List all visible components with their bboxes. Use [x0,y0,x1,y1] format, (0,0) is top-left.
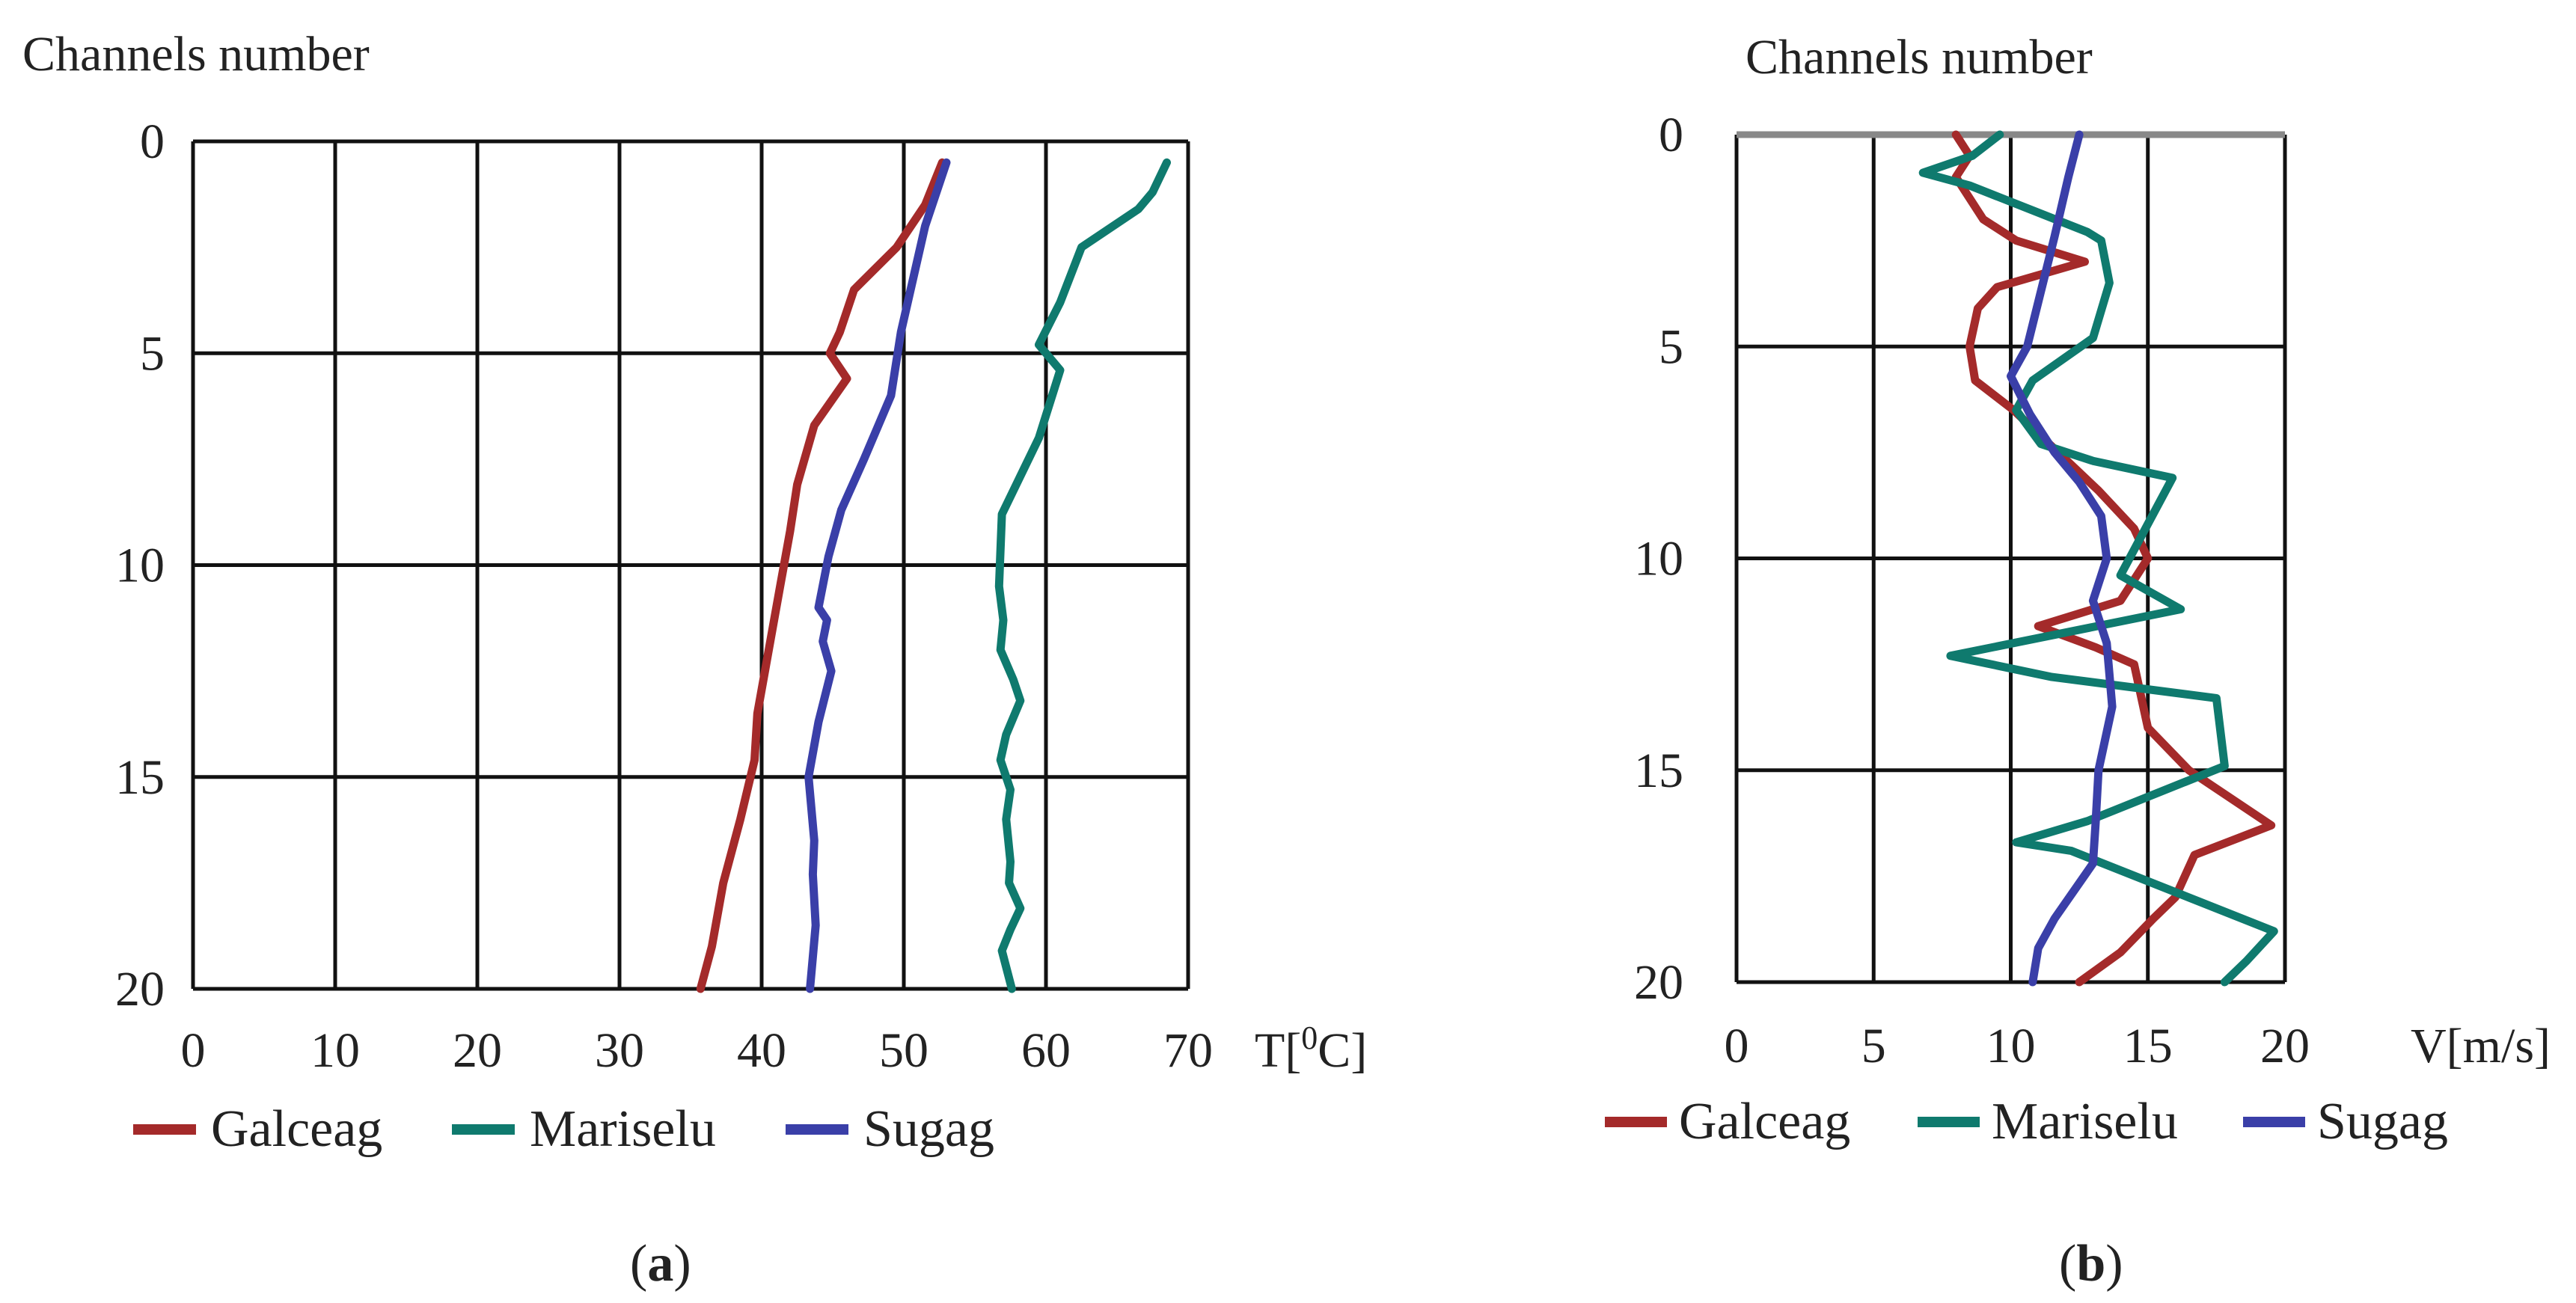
panel-b-legend: Galceag Mariselu Sugag [1605,1093,2448,1150]
x-tick-label-60: 60 [1021,1023,1071,1078]
series-line-sugag [2007,130,2117,987]
panel-b-label: (b) [2059,1235,2123,1293]
x-tick-label-30: 30 [595,1023,644,1078]
x-tick-label-40: 40 [737,1023,786,1078]
panel-b-label-letter: b [2076,1235,2105,1293]
x-tick-label-5: 5 [1861,1019,1886,1073]
panel-a-series [696,158,1171,993]
series-line-mariselu [1918,130,2278,987]
panel-b-y-axis-title: Channels number [1746,30,2093,85]
x-tick-label-0: 0 [1725,1019,1749,1073]
panel-b-series [1918,130,2278,987]
panel-a-x-unit-label-prefix: T[ [1255,1023,1301,1078]
panel-a-tick-labels: 0 10 20 30 40 50 60 70 0 5 10 15 20 [115,114,1213,1078]
legend-label-galceag: Galceag [1679,1093,1850,1150]
panel-a-label-letter: a [647,1235,673,1293]
legend-label-mariselu: Mariselu [530,1100,716,1158]
y-tick-label-0: 0 [1659,108,1683,162]
legend-label-sugag: Sugag [863,1100,994,1158]
panel-b-grid [1734,131,2287,984]
panel-b-tick-labels: 0 5 10 15 20 0 5 10 15 20 [1634,108,2310,1073]
panel-a-x-unit-label-suffix: C] [1318,1023,1367,1078]
y-tick-label-5: 5 [1659,319,1683,374]
x-tick-label-20: 20 [453,1023,502,1078]
panel-a: Channels number 0 10 20 30 40 50 60 7005101520 … [22,27,1367,1293]
y-tick-label-5: 5 [140,326,165,381]
panel-a-label-close: ) [673,1235,691,1293]
panel-a-y-axis-title: Channels number [22,27,370,82]
panel-a-x-unit-label: T[0C] [1255,1020,1367,1078]
x-tick-label-20: 20 [2260,1019,2310,1073]
series-line-galceag [696,158,946,993]
x-tick-label-50: 50 [879,1023,928,1078]
legend-label-galceag: Galceag [211,1100,382,1158]
legend-label-mariselu: Mariselu [1992,1093,2178,1150]
panel-b-label-open: ( [2059,1235,2076,1293]
x-tick-label-15: 15 [2123,1019,2173,1073]
series-line-sugag [804,158,951,993]
x-tick-label-70: 70 [1163,1023,1213,1078]
x-tick-label-10: 10 [310,1023,360,1078]
panel-a-x-unit-label-superscript: 0 [1301,1020,1318,1056]
y-tick-label-0: 0 [140,114,165,169]
y-tick-label-10: 10 [115,539,165,593]
panel-a-legend: Galceag Mariselu Sugag [133,1100,994,1158]
legend-label-sugag: Sugag [2317,1093,2448,1150]
y-tick-label-10: 10 [1634,532,1683,586]
y-tick-label-20: 20 [115,962,165,1017]
x-tick-label-0: 0 [181,1023,206,1078]
x-tick-label-10: 10 [1986,1019,2036,1073]
y-tick-label-20: 20 [1634,955,1683,1010]
series-line-mariselu [994,158,1171,993]
panel-a-grid [191,139,1190,991]
panel-b-x-unit-label: V[m/s] [2411,1019,2551,1073]
panel-a-label: (a) [630,1235,691,1293]
panel-b-label-close: ) [2105,1235,2123,1293]
y-tick-label-15: 15 [1634,744,1683,798]
y-tick-label-15: 15 [115,750,165,805]
panel-a-label-open: ( [630,1235,647,1293]
